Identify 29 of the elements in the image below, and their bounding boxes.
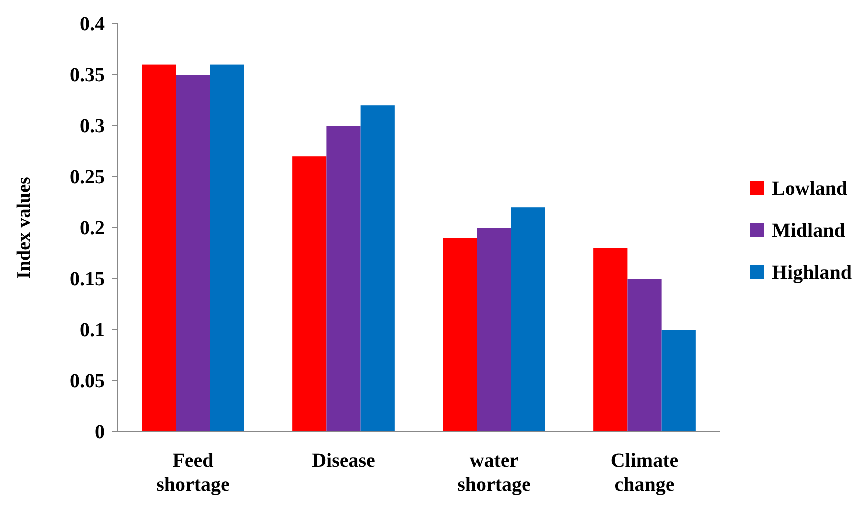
bar (360, 106, 395, 432)
bar (628, 279, 662, 432)
bar (142, 64, 176, 432)
bar (477, 228, 512, 432)
y-tick-label: 0.2 (80, 217, 105, 240)
y-axis-title: Index values (14, 177, 35, 279)
y-tick-label: 0.05 (70, 370, 105, 392)
y-tick-label: 0.35 (70, 64, 105, 86)
y-tick-label: 0.15 (70, 268, 105, 290)
x-tick-label: Disease (312, 450, 376, 472)
bar (594, 248, 628, 432)
x-tick-label: water shortage (458, 450, 532, 496)
y-tick-label: 0.1 (80, 319, 105, 342)
legend-label: Midland (772, 220, 846, 242)
bar (326, 126, 361, 432)
bar (511, 208, 546, 432)
bar (443, 238, 478, 432)
x-tick-label: Feed shortage (156, 450, 230, 496)
y-tick-label: 0 (95, 421, 105, 444)
bar (176, 75, 210, 432)
y-tick-label: 0.3 (80, 115, 105, 138)
y-tick-label: 0.25 (70, 166, 105, 188)
y-tick-label: 0.4 (80, 13, 105, 36)
x-tick-label: Climate change (610, 450, 679, 496)
bar (292, 156, 327, 432)
legend-label: Highland (772, 262, 852, 284)
bar (662, 330, 696, 432)
bar (210, 64, 244, 432)
legend-label: Lowland (772, 178, 848, 200)
